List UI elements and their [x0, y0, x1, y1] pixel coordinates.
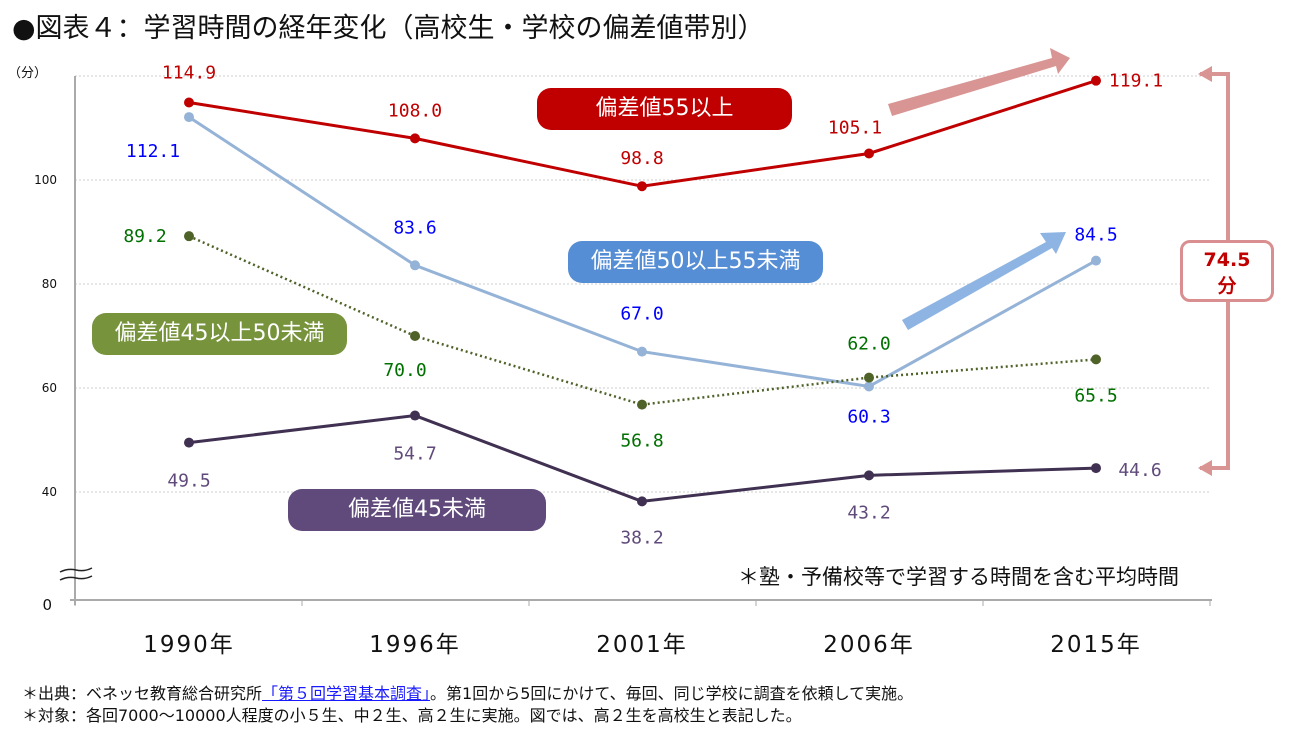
axis-break-icon [59, 567, 93, 581]
data-label: 84.5 [1074, 225, 1117, 246]
source-suffix: 。第1回から5回にかけて、毎回、同じ学校に調査を依頼して実施。 [430, 684, 914, 703]
data-label: 43.2 [847, 502, 890, 523]
data-label: 89.2 [123, 226, 166, 247]
data-point [864, 470, 874, 481]
difference-box: 74.5 分 [1180, 240, 1274, 302]
source-link[interactable]: 「第５回学習基本調査」 [262, 684, 431, 703]
data-point [184, 231, 194, 242]
chart-note: ＊塾・予備校等で学習する時間を含む平均時間 [738, 565, 1179, 589]
y-tick-label: 100 [34, 173, 57, 187]
data-label: 67.0 [620, 304, 663, 325]
data-point [1091, 75, 1101, 86]
data-label: 38.2 [620, 527, 663, 548]
data-point [410, 331, 420, 341]
data-point [1091, 255, 1101, 266]
data-label: 62.0 [847, 334, 890, 355]
legend-pill-50-55: 偏差値50以上55未満 [568, 241, 823, 283]
data-label: 105.1 [828, 117, 882, 138]
trend-arrow-icon [888, 48, 1070, 116]
trend-arrow-icon [902, 232, 1066, 330]
data-point [184, 112, 194, 123]
chart-title: ●図表４：学習時間の経年変化（高校生・学校の偏差値帯別） [12, 13, 765, 44]
arrowhead-icon [1198, 66, 1212, 82]
y-axis-label: （分） [8, 66, 47, 81]
data-point [864, 372, 874, 383]
data-label: 108.0 [388, 100, 442, 121]
data-label: 56.8 [620, 431, 663, 452]
source-prefix: ＊出典：ベネッセ教育総合研究所 [22, 684, 263, 703]
x-tick-label: 2015年 [1050, 632, 1142, 658]
difference-value: 74.5 [1203, 249, 1251, 271]
data-label: 49.5 [167, 471, 210, 492]
data-label: 70.0 [383, 360, 426, 381]
data-point [637, 496, 647, 507]
y-tick-label: 60 [42, 381, 57, 395]
y-tick-label: 80 [42, 277, 57, 291]
data-label: 60.3 [847, 406, 890, 427]
target-footnote: ＊対象：各回7000～10000人程度の小５生、中２生、高２生に実施。図では、高… [22, 706, 802, 725]
data-point [637, 181, 647, 192]
data-point [864, 381, 874, 392]
data-label: 112.1 [126, 141, 180, 162]
data-label: 44.6 [1118, 460, 1161, 481]
y-tick-label: 0 [42, 596, 52, 614]
data-point [637, 346, 647, 357]
x-tick-label: 1996年 [369, 632, 461, 658]
data-point [410, 260, 420, 271]
data-point [410, 410, 420, 421]
legend-pill-55-plus: 偏差値55以上 [537, 88, 792, 130]
arrowhead-icon [1198, 460, 1212, 476]
data-point [410, 133, 420, 144]
x-tick-label: 2006年 [823, 632, 915, 658]
data-point [184, 437, 194, 448]
data-label: 98.8 [620, 148, 663, 169]
legend-pill-45-50: 偏差値45以上50未満 [92, 313, 347, 355]
data-point [637, 399, 647, 410]
data-label: 83.6 [393, 217, 436, 238]
legend-pill-below-45: 偏差値45未満 [288, 489, 546, 531]
x-tick-label: 1990年 [143, 632, 235, 658]
data-point [1091, 354, 1101, 365]
data-point [864, 148, 874, 159]
data-point [184, 97, 194, 108]
y-tick-label: 40 [42, 485, 57, 499]
data-label: 54.7 [393, 444, 436, 465]
data-label: 119.1 [1109, 71, 1163, 92]
data-label: 65.5 [1074, 385, 1117, 406]
source-footnote: ＊出典：ベネッセ教育総合研究所「第５回学習基本調査」。第1回から5回にかけて、毎… [22, 680, 913, 704]
data-label: 114.9 [162, 63, 216, 84]
x-tick-label: 2001年 [596, 632, 688, 658]
difference-unit: 分 [1217, 275, 1237, 297]
data-point [1091, 463, 1101, 474]
